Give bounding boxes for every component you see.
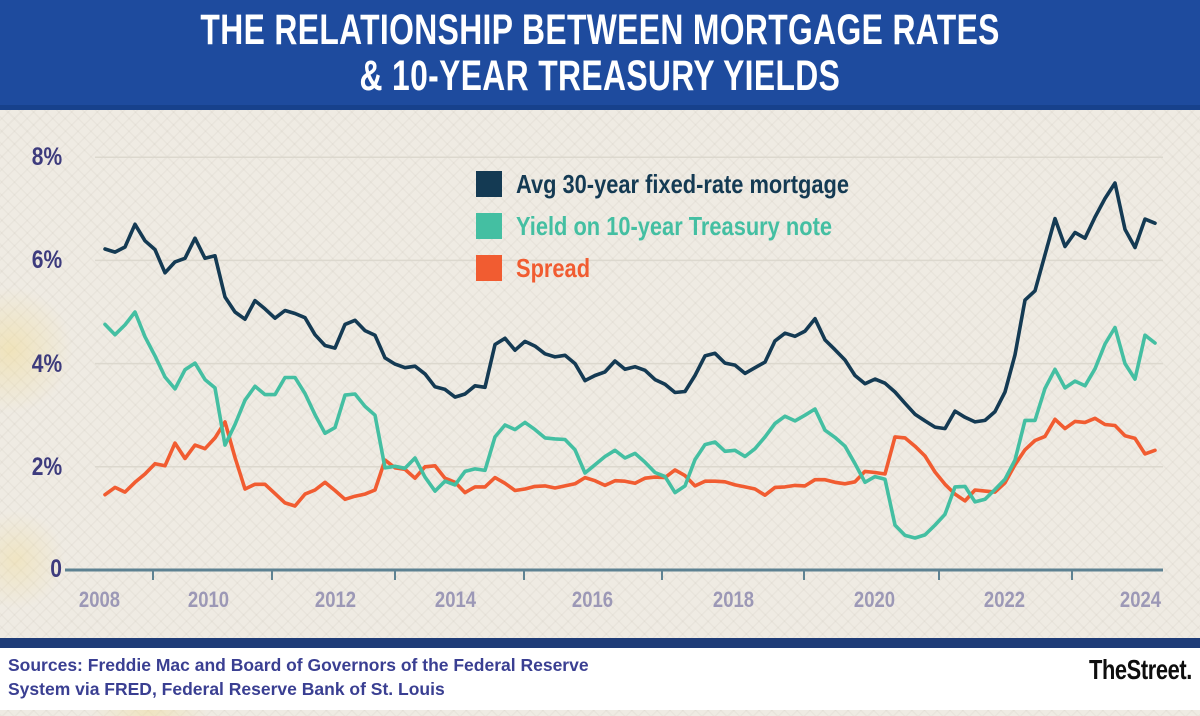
legend-label-spread: Spread (516, 253, 591, 283)
y-tick-label-6pct: 6% (31, 246, 62, 275)
x-tick-label-2014: 2014 (434, 587, 476, 612)
x-tick-label-2024: 2024 (1119, 587, 1161, 612)
chart-legend: Avg 30-year fixed-rate mortgage Yield on… (476, 171, 912, 297)
footer-divider-bar (0, 638, 1200, 648)
y-tick-label-8pct: 8% (31, 143, 62, 172)
legend-item-treasury: Yield on 10-year Treasury note (476, 213, 912, 239)
x-tick-label-2016: 2016 (571, 587, 613, 612)
page-title-line1: THE RELATIONSHIP BETWEEN MORTGAGE RATES (200, 5, 1000, 54)
y-tick-label-2pct: 2% (31, 452, 62, 481)
thestreet-logo: TheStreet. (1089, 654, 1192, 685)
legend-item-mortgage: Avg 30-year fixed-rate mortgage (476, 171, 912, 197)
footer: Sources: Freddie Mac and Board of Govern… (0, 648, 1200, 710)
header-banner: THE RELATIONSHIP BETWEEN MORTGAGE RATES … (0, 0, 1200, 110)
spread-swatch (476, 255, 502, 281)
sources-line1: Sources: Freddie Mac and Board of Govern… (8, 655, 589, 675)
x-tick-label-2008: 2008 (78, 587, 120, 612)
legend-label-mortgage: Avg 30-year fixed-rate mortgage (516, 169, 849, 199)
treasury-swatch (476, 213, 502, 239)
y-tick-label-4pct: 4% (31, 349, 62, 378)
y-tick-label-0: 0 (50, 555, 62, 583)
x-tick-label-2012: 2012 (314, 587, 356, 612)
legend-label-treasury: Yield on 10-year Treasury note (516, 211, 832, 241)
x-tick-label-2020: 2020 (853, 587, 895, 612)
x-tick-label-2010: 2010 (187, 587, 229, 612)
x-tick-label-2018: 2018 (712, 587, 754, 612)
page-title-line2: & 10-YEAR TREASURY YIELDS (359, 51, 841, 100)
treasury-line (103, 310, 1157, 540)
spread-line (103, 416, 1157, 508)
legend-item-spread: Spread (476, 255, 912, 281)
sources-text: Sources: Freddie Mac and Board of Govern… (8, 653, 589, 701)
mortgage-swatch (476, 171, 502, 197)
mortgage-line (103, 181, 1157, 431)
sources-line2: System via FRED, Federal Reserve Bank of… (8, 679, 445, 699)
x-tick-label-2022: 2022 (983, 587, 1025, 612)
